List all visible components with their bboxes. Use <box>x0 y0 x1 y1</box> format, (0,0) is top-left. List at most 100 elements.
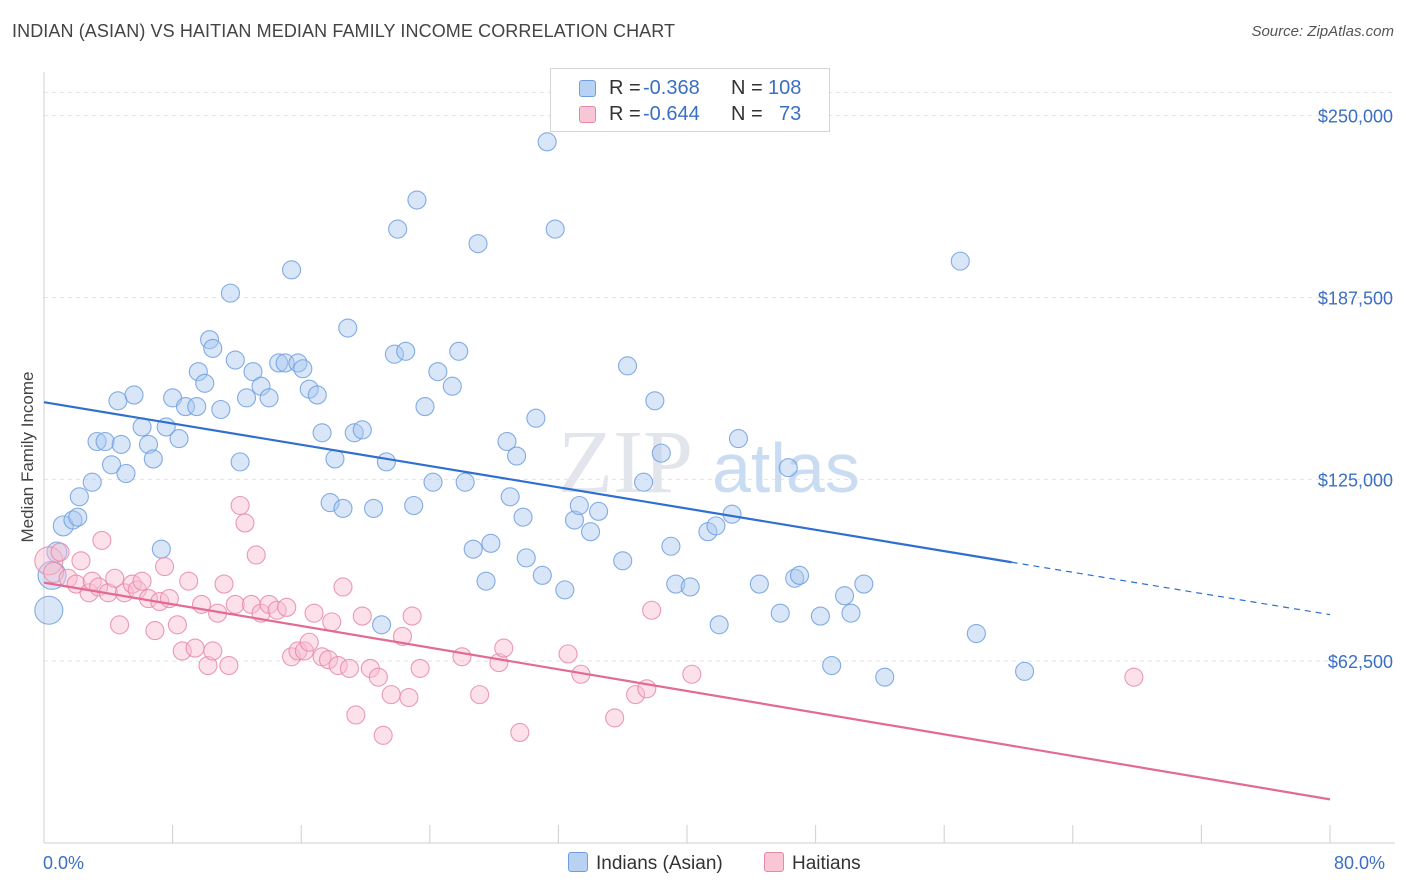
legend-row-indians: R = -0.368 N = 108 <box>551 76 829 102</box>
indian-point <box>822 655 842 676</box>
haitian-point <box>642 600 662 620</box>
haitian-point <box>333 577 353 597</box>
y-tick-label: $187,500 <box>1318 288 1393 308</box>
indian-point <box>333 498 353 518</box>
haitian-point <box>682 664 702 684</box>
trend-lines <box>43 401 1331 801</box>
indian-point <box>108 391 128 411</box>
indian-point <box>569 495 589 516</box>
legend-r-value: -0.368 <box>643 77 700 99</box>
haitian-point <box>1124 667 1144 687</box>
haitian-trend-line <box>43 581 1331 801</box>
indian-point <box>404 495 424 516</box>
legend-swatch-indians <box>568 852 588 872</box>
indian-point <box>449 341 469 361</box>
haitian-point <box>381 685 401 705</box>
haitian-point <box>167 615 187 635</box>
haitian-point <box>318 650 339 670</box>
legend-n-value: 108 <box>768 77 802 99</box>
chart-source: Source: ZipAtlas.com <box>1251 23 1394 40</box>
haitian-point <box>203 641 223 661</box>
indian-point <box>532 565 552 585</box>
indian-point <box>220 283 241 303</box>
indian-point <box>468 234 488 254</box>
x-tick-label-min: 0.0% <box>43 853 85 873</box>
indian-point <box>617 356 638 376</box>
indian-point <box>728 429 748 449</box>
haitian-point <box>185 638 205 658</box>
indian-point <box>1015 661 1035 681</box>
legend-r-label: R = <box>609 103 641 125</box>
indian-point <box>415 397 435 417</box>
indian-point <box>706 516 726 536</box>
indian-point <box>225 350 245 370</box>
indian-point <box>312 423 332 443</box>
legend-r-value: -0.644 <box>643 103 700 125</box>
haitian-point <box>368 667 388 687</box>
indian-point <box>476 571 496 591</box>
indian-trend-extension <box>1011 561 1331 616</box>
indian-point <box>169 429 189 449</box>
indian-point <box>507 446 527 466</box>
haitian-point <box>71 551 91 571</box>
haitian-point <box>339 658 359 678</box>
haitian-point <box>470 685 490 705</box>
haitian-point <box>198 655 218 676</box>
indian-point <box>810 606 830 626</box>
indian-point <box>151 539 171 559</box>
axes <box>43 72 1395 844</box>
y-tick-labels: $62,500 $125,000 $187,500 $250,000 <box>1318 107 1393 673</box>
indian-point <box>778 458 798 478</box>
haitian-point <box>294 641 314 661</box>
indian-point <box>195 373 215 393</box>
indian-point <box>132 417 152 437</box>
haitian-point <box>219 655 239 676</box>
haitian-point <box>155 557 175 577</box>
indian-point <box>384 344 404 364</box>
x-tick-label-max: 80.0% <box>1334 853 1386 873</box>
haitian-point <box>605 708 625 728</box>
indian-point <box>396 341 416 361</box>
indian-point <box>34 595 64 625</box>
indian-point <box>545 219 565 239</box>
y-tick-label: $62,500 <box>1328 652 1393 672</box>
indian-point <box>68 507 88 527</box>
haitian-point <box>225 594 245 614</box>
legend-n-value: 73 <box>779 103 802 125</box>
chart-title: INDIAN (ASIAN) VS HAITIAN MEDIAN FAMILY … <box>12 21 676 41</box>
indian-point <box>500 487 520 507</box>
haitian-point <box>626 685 646 705</box>
indian-point <box>407 190 427 210</box>
haitian-point <box>322 612 342 632</box>
indian-point <box>428 362 448 382</box>
indian-point <box>211 399 231 420</box>
y-tick-label: $250,000 <box>1318 107 1393 127</box>
indian-point <box>282 260 302 280</box>
haitian-point <box>494 638 514 658</box>
indian-point <box>497 431 517 452</box>
indian-point <box>388 219 408 239</box>
haitian-point <box>92 530 112 550</box>
indian-point <box>175 397 196 417</box>
indian-point <box>243 362 263 382</box>
indian-point <box>513 507 533 527</box>
indian-point <box>307 385 327 405</box>
haitian-point <box>246 545 266 565</box>
haitian-point <box>110 615 130 635</box>
haitian-point <box>277 597 297 617</box>
indian-point <box>325 449 345 469</box>
haitian-point <box>230 495 250 516</box>
indian-point <box>87 431 107 452</box>
indian-point <box>111 434 131 454</box>
indian-point <box>455 472 475 492</box>
legend-label-indians: Indians (Asian) <box>596 853 723 874</box>
legend-swatch-haitians <box>764 852 784 872</box>
indian-point <box>116 463 136 484</box>
legend-item-indians: Indians (Asian) <box>568 852 723 875</box>
legend-n-label: N = <box>731 77 763 99</box>
haitian-point <box>235 513 255 533</box>
indian-point <box>589 501 609 521</box>
indian-point <box>645 391 665 411</box>
correlation-legend: R = -0.368 N = 108 R = -0.644 N = 73 <box>550 68 830 132</box>
indian-point <box>69 487 89 507</box>
